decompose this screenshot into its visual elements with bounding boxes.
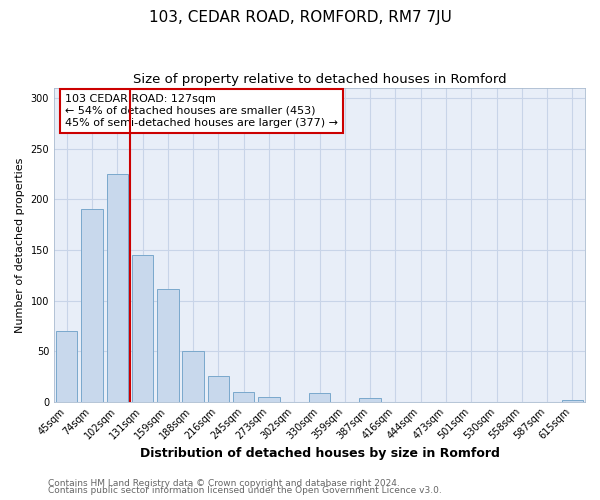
Bar <box>182 351 204 402</box>
Text: Contains HM Land Registry data © Crown copyright and database right 2024.: Contains HM Land Registry data © Crown c… <box>48 478 400 488</box>
Bar <box>562 400 583 402</box>
Bar <box>309 392 330 402</box>
Bar <box>107 174 128 402</box>
Y-axis label: Number of detached properties: Number of detached properties <box>15 157 25 332</box>
Title: Size of property relative to detached houses in Romford: Size of property relative to detached ho… <box>133 72 506 86</box>
X-axis label: Distribution of detached houses by size in Romford: Distribution of detached houses by size … <box>140 447 499 460</box>
Bar <box>157 290 179 402</box>
Bar <box>208 376 229 402</box>
Text: 103, CEDAR ROAD, ROMFORD, RM7 7JU: 103, CEDAR ROAD, ROMFORD, RM7 7JU <box>149 10 451 25</box>
Bar <box>56 331 77 402</box>
Bar <box>81 210 103 402</box>
Bar <box>258 396 280 402</box>
Text: 103 CEDAR ROAD: 127sqm
← 54% of detached houses are smaller (453)
45% of semi-de: 103 CEDAR ROAD: 127sqm ← 54% of detached… <box>65 94 338 128</box>
Bar <box>233 392 254 402</box>
Bar <box>132 255 153 402</box>
Bar <box>359 398 381 402</box>
Text: Contains public sector information licensed under the Open Government Licence v3: Contains public sector information licen… <box>48 486 442 495</box>
